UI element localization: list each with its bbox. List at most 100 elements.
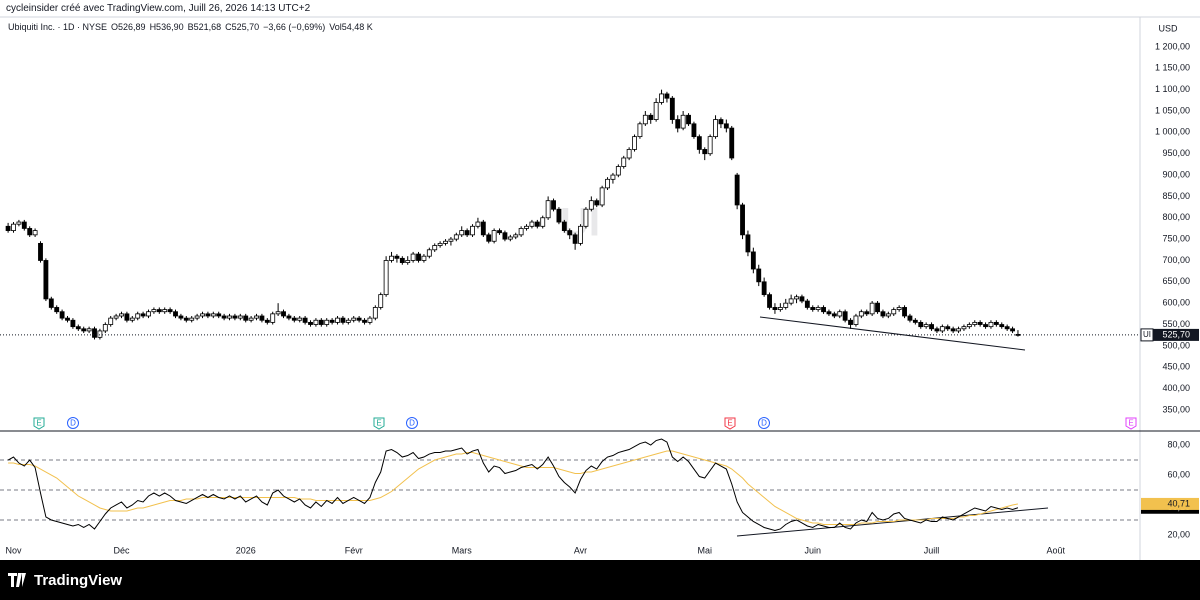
candle-body xyxy=(545,200,551,219)
candle-body xyxy=(934,328,940,332)
candle-body xyxy=(615,166,621,176)
credit: cycleinsider créé avec TradingView.com, … xyxy=(6,3,311,14)
candle-body xyxy=(270,313,276,323)
candle-body xyxy=(486,234,492,242)
y-tick-label: 350,00 xyxy=(1162,404,1190,414)
candle-body xyxy=(864,311,870,315)
candle-body xyxy=(594,200,600,206)
candle-body xyxy=(664,93,670,99)
candle-body xyxy=(966,324,972,328)
candle-body xyxy=(162,309,168,313)
candle-body xyxy=(313,319,319,325)
candle-body xyxy=(648,114,654,120)
candle-body xyxy=(993,321,999,325)
candle-body xyxy=(378,294,384,308)
footer: TradingView xyxy=(0,560,1200,600)
candle-body xyxy=(518,228,524,236)
candle-body xyxy=(540,217,546,227)
candle-body xyxy=(227,315,232,319)
candle-body xyxy=(81,328,87,332)
y-tick-label: 900,00 xyxy=(1162,169,1190,179)
candle-body xyxy=(92,328,97,338)
candle-body xyxy=(302,317,308,323)
candle-body xyxy=(286,315,292,319)
candle-body xyxy=(11,223,16,231)
candle-body xyxy=(48,298,54,308)
event-icon xyxy=(33,417,45,430)
candle-body xyxy=(599,187,605,206)
candle-body xyxy=(659,93,664,103)
candle-body xyxy=(394,255,400,259)
candle-body xyxy=(972,321,978,325)
candle-body xyxy=(54,307,60,313)
candle-body xyxy=(491,230,497,242)
last-value-box xyxy=(1141,328,1199,341)
ohlc: B521,68 xyxy=(187,22,222,32)
y-tick-label: 1 200,00 xyxy=(1155,41,1190,51)
candle-body xyxy=(826,311,832,315)
candle-body xyxy=(410,253,416,261)
event-label: D xyxy=(409,419,415,428)
x-tick-label: Déc xyxy=(113,545,130,555)
chart: UI USD 1 200,00 1 150,00 1 100,00 1 050,00 1… xyxy=(0,16,1200,560)
candle-body xyxy=(821,307,826,313)
candle-body xyxy=(21,221,27,229)
candle-body xyxy=(756,268,762,283)
candle-body xyxy=(502,232,508,240)
candle-body xyxy=(443,240,448,244)
currency: USD xyxy=(1158,23,1178,33)
ohlc: C525,70 xyxy=(225,22,260,32)
candle-body xyxy=(810,307,816,310)
candle-body xyxy=(578,225,583,244)
candle-body xyxy=(507,236,513,240)
candle-body xyxy=(43,260,49,300)
candle-body xyxy=(880,311,886,317)
candle-body xyxy=(254,315,259,319)
candle-body xyxy=(426,249,432,257)
candle-body xyxy=(988,321,994,328)
candle-body xyxy=(232,315,238,319)
candle-body xyxy=(642,114,648,125)
candle-body xyxy=(783,302,789,308)
candle-body xyxy=(264,319,270,323)
candle-body xyxy=(777,307,783,310)
event-label: E xyxy=(1128,419,1133,428)
candle-body xyxy=(345,319,351,323)
candle-body xyxy=(869,302,875,315)
candle-body xyxy=(1010,328,1015,332)
candle-body xyxy=(918,321,924,328)
y-tick-label: 60,00 xyxy=(1167,469,1190,479)
x-tick-label: Juin xyxy=(804,545,821,555)
candle-body xyxy=(367,317,373,323)
candle-body xyxy=(38,242,43,261)
candle-body xyxy=(97,330,103,338)
candle-body xyxy=(248,317,254,321)
candle-body xyxy=(686,114,691,125)
candle-body xyxy=(108,317,114,325)
brand: TradingView xyxy=(34,571,123,589)
x-tick-label: Févr xyxy=(345,545,363,555)
y-tick-label: 700,00 xyxy=(1162,255,1190,265)
candle-body xyxy=(799,296,805,302)
event-icon xyxy=(724,417,736,430)
candle-body xyxy=(680,114,686,129)
candle-body xyxy=(32,230,38,236)
candle-body xyxy=(675,119,681,129)
candle-body xyxy=(804,300,810,308)
x-tick-label: 2026 xyxy=(236,545,256,555)
candle-body xyxy=(605,178,610,189)
candle-body xyxy=(243,315,249,321)
candle-body xyxy=(399,257,405,264)
event-icon xyxy=(758,417,770,429)
candle-body xyxy=(842,311,848,321)
x-tick-label: Mai xyxy=(697,545,712,555)
candle-body xyxy=(59,311,65,319)
symbol-legend: Ubiquiti Inc. · 1D · NYSE O526,89 H536,9… xyxy=(8,22,373,32)
x-tick-label: Mars xyxy=(452,545,472,555)
candle-body xyxy=(729,127,735,159)
candle-body xyxy=(561,221,567,231)
candle-body xyxy=(718,119,724,125)
candle-body xyxy=(713,119,718,138)
candle-body xyxy=(200,313,205,317)
x-tick-label: Avr xyxy=(574,545,587,555)
